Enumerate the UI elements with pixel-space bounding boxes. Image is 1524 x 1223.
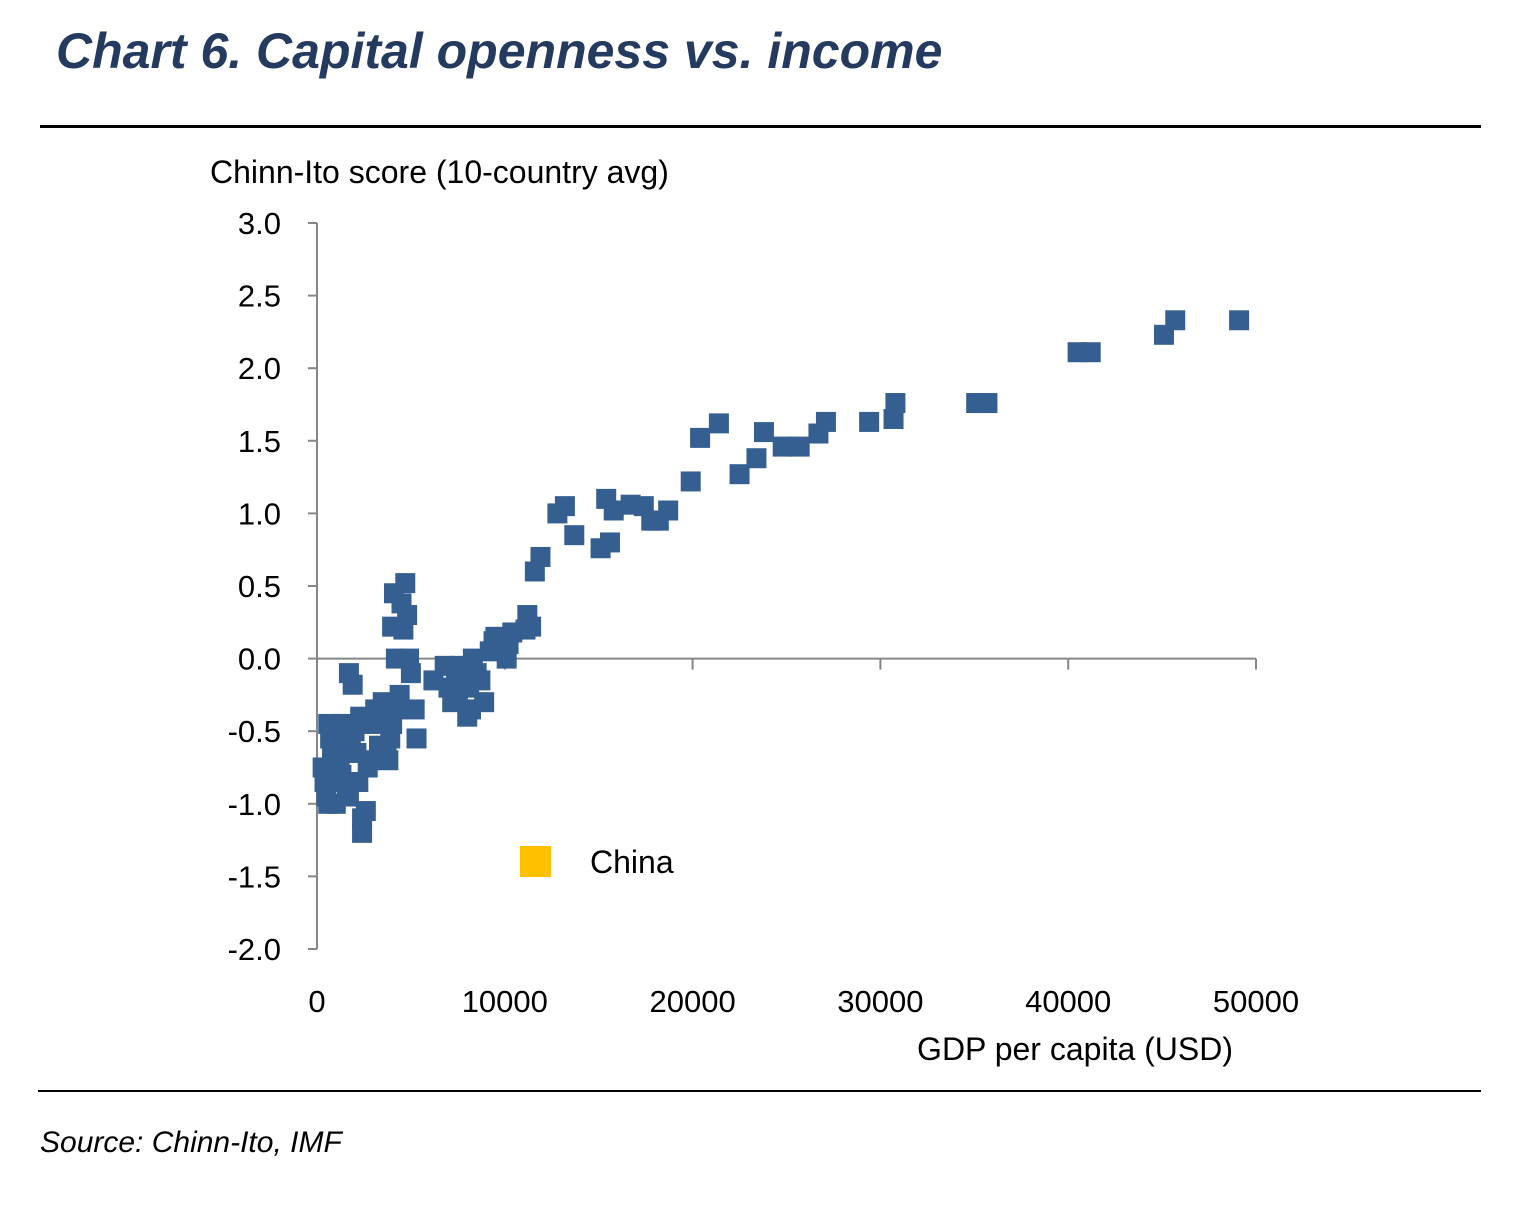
data-point bbox=[372, 692, 393, 713]
x-tick-label: 50000 bbox=[1213, 984, 1299, 1019]
y-tick-label: -1.0 bbox=[228, 787, 281, 822]
source-note: Source: Chinn-Ito, IMF bbox=[40, 1126, 342, 1159]
data-point bbox=[554, 496, 575, 517]
data-point bbox=[400, 663, 421, 684]
data-point bbox=[378, 750, 399, 771]
data-point bbox=[772, 436, 793, 457]
data-point bbox=[342, 674, 363, 695]
y-axis-label: Chinn-Ito score (10-country avg) bbox=[210, 154, 669, 190]
data-point bbox=[789, 436, 810, 457]
y-tick-label: -0.5 bbox=[228, 714, 281, 749]
legend-label: China bbox=[590, 844, 674, 880]
y-tick-label: 0.0 bbox=[238, 642, 281, 677]
data-point bbox=[680, 471, 701, 492]
y-tick-label: 2.0 bbox=[238, 351, 281, 386]
data-points bbox=[312, 310, 1250, 843]
x-axis-label: GDP per capita (USD) bbox=[917, 1031, 1233, 1067]
data-point bbox=[753, 422, 774, 443]
legend: China bbox=[520, 844, 674, 880]
data-point bbox=[470, 670, 491, 691]
data-point bbox=[708, 413, 729, 434]
x-tick-label: 0 bbox=[308, 984, 325, 1019]
data-point bbox=[883, 409, 904, 430]
top-divider bbox=[40, 125, 1481, 128]
data-point bbox=[859, 411, 880, 432]
bottom-divider bbox=[38, 1090, 1481, 1092]
data-point bbox=[564, 525, 585, 546]
data-point bbox=[603, 500, 624, 521]
data-point bbox=[1229, 310, 1250, 331]
data-point bbox=[389, 684, 410, 705]
data-point bbox=[690, 427, 711, 448]
y-tick-label: -1.5 bbox=[228, 859, 281, 894]
data-point bbox=[404, 699, 425, 720]
data-point bbox=[977, 393, 998, 414]
data-point bbox=[729, 464, 750, 485]
data-point bbox=[1080, 342, 1101, 363]
data-point bbox=[530, 546, 551, 567]
y-tick-label: 1.5 bbox=[238, 424, 281, 459]
x-tick-label: 40000 bbox=[1025, 984, 1111, 1019]
x-tick-label: 10000 bbox=[462, 984, 548, 1019]
data-point bbox=[815, 411, 836, 432]
y-axis: 3.0 2.5 2.0 1.5 1.0 0.5 0.0 -0.5 -1.0 -1.5 -2.0 bbox=[228, 206, 318, 967]
x-axis: 0 10000 20000 30000 40000 50000 bbox=[308, 657, 1299, 1019]
legend-marker bbox=[520, 846, 551, 877]
y-tick-label: 2.5 bbox=[238, 279, 281, 314]
data-point bbox=[406, 728, 427, 749]
data-point bbox=[658, 500, 679, 521]
data-point bbox=[395, 573, 416, 594]
data-point bbox=[397, 605, 418, 626]
data-point bbox=[1165, 310, 1186, 331]
data-point bbox=[355, 801, 376, 822]
y-tick-label: 1.0 bbox=[238, 496, 281, 531]
x-tick-label: 30000 bbox=[837, 984, 923, 1019]
data-point bbox=[521, 616, 542, 637]
y-tick-label: 3.0 bbox=[238, 206, 281, 241]
data-point bbox=[599, 532, 620, 553]
data-point bbox=[474, 692, 495, 713]
y-tick-label: 0.5 bbox=[238, 569, 281, 604]
data-point bbox=[885, 393, 906, 414]
data-point bbox=[352, 822, 373, 843]
data-point bbox=[746, 448, 767, 469]
chart-title: Chart 6. Capital openness vs. income bbox=[56, 23, 943, 79]
y-tick-label: -2.0 bbox=[228, 932, 281, 967]
x-tick-label: 20000 bbox=[649, 984, 735, 1019]
